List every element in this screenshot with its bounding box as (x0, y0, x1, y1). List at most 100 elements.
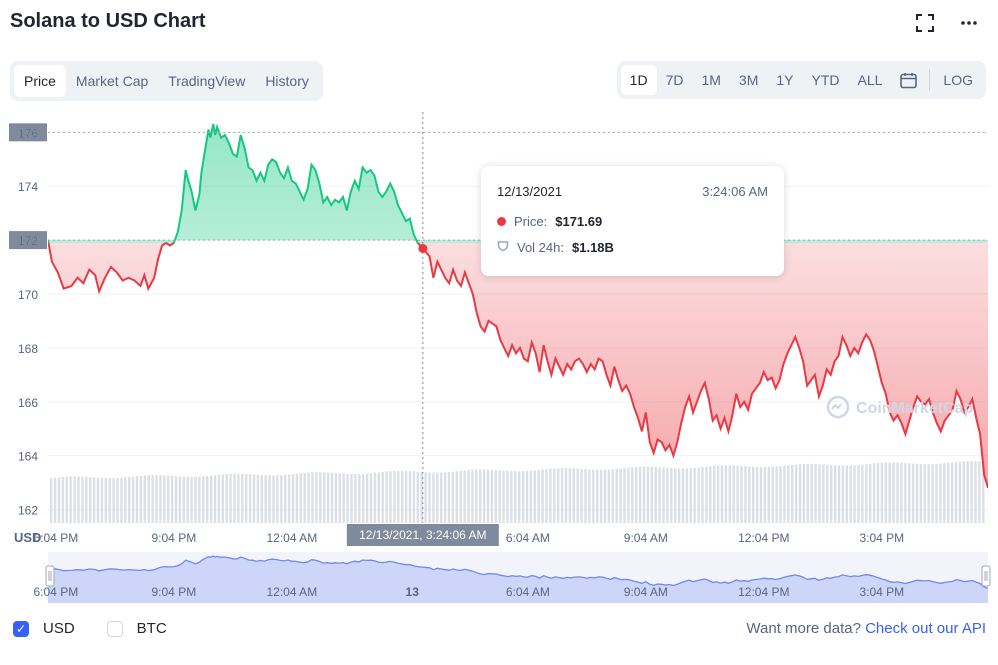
log-toggle[interactable]: LOG (943, 72, 973, 88)
fullscreen-icon[interactable] (916, 14, 934, 38)
y-tick-label: 168 (18, 342, 38, 356)
tab-price[interactable]: Price (14, 65, 66, 97)
volume-bar (576, 468, 579, 523)
volume-bar (533, 470, 536, 523)
tab-market-cap[interactable]: Market Cap (75, 73, 149, 89)
volume-bar (674, 468, 677, 523)
volume-bar (213, 475, 217, 523)
volume-bar (245, 473, 248, 523)
volume-bar (498, 470, 501, 523)
volume-bar (689, 468, 692, 523)
x-tick-label: 6:04 PM (34, 531, 79, 545)
volume-bar (693, 467, 696, 523)
volume-bar (506, 470, 509, 523)
volume-bar (342, 473, 345, 523)
volume-bar (471, 469, 474, 523)
range-1m[interactable]: 1M (701, 72, 721, 88)
volume-bar (108, 478, 111, 523)
volume-bar (962, 461, 965, 523)
volume-bar (798, 464, 802, 523)
volume-bar (510, 471, 513, 523)
tab-history[interactable]: History (265, 73, 309, 89)
watermark-text: CoinMarketCap (856, 400, 974, 417)
volume-bar (681, 468, 685, 523)
volume-bar (950, 462, 954, 523)
volume-bar (89, 477, 92, 523)
tooltip-vol-row: Vol 24h: $1.18B (497, 240, 614, 255)
volume-bar (233, 473, 236, 523)
volume-bar (194, 476, 197, 523)
coinmarketcap-watermark: CoinMarketCap (826, 395, 974, 419)
volume-bar (217, 474, 221, 523)
tab-tradingview[interactable]: TradingView (168, 73, 246, 89)
volume-bar (923, 464, 926, 523)
range-1d[interactable]: 1D (620, 65, 657, 95)
volume-bar (833, 465, 837, 523)
volume-bar (116, 477, 119, 523)
volume-bar (81, 476, 84, 523)
range-3m[interactable]: 3M (738, 72, 759, 88)
volume-bar (826, 464, 829, 523)
volume-bar (970, 461, 973, 523)
volume-bar (365, 473, 369, 523)
volume-bar (229, 473, 232, 523)
volume-bar (787, 465, 790, 523)
y-tick-label: 162 (18, 504, 38, 518)
navigator[interactable]: 6:04 PM 9:04 PM 12:04 AM 13 6:04 AM 9:04 AM 12… (34, 552, 991, 603)
range-ytd[interactable]: YTD (811, 72, 840, 88)
volume-bar (280, 475, 283, 523)
volume-bar (810, 463, 813, 523)
volume-bar (876, 463, 880, 523)
calendar-icon[interactable] (891, 72, 925, 89)
volume-bar (174, 476, 178, 523)
volume-bar (779, 466, 782, 523)
api-link[interactable]: Check out our API (865, 620, 986, 637)
range-7d[interactable]: 7D (665, 72, 684, 88)
volume-bar (635, 466, 638, 523)
volume-bar (178, 476, 182, 523)
volume-bar (615, 468, 618, 523)
usd-checkbox[interactable]: ✓ (13, 620, 29, 637)
range-1y[interactable]: 1Y (776, 72, 794, 88)
volume-bar (564, 468, 568, 523)
volume-bar (525, 470, 529, 523)
navigator-background (48, 552, 988, 603)
tooltip-price-value: $171.69 (555, 214, 603, 229)
x-tick-label: 3:04 PM (859, 531, 904, 545)
volume-bar (748, 466, 751, 523)
volume-bar (319, 472, 322, 523)
volume-bar (412, 471, 416, 523)
volume-bar (716, 465, 720, 523)
volume-bar (880, 462, 884, 523)
navigator-handle (45, 565, 55, 587)
volume-bar (592, 469, 595, 523)
range-separator (929, 69, 931, 91)
more-icon[interactable] (960, 14, 978, 38)
volume-bar (85, 476, 88, 523)
volume-bar (701, 467, 704, 523)
volume-bar (904, 463, 907, 523)
volume-bar (580, 468, 583, 523)
volume-bar (888, 462, 891, 523)
volume-bar (155, 475, 158, 523)
volume-bar (206, 475, 209, 523)
usd-label: USD (43, 620, 75, 637)
navigator-area (48, 556, 988, 603)
price-dot-icon (497, 217, 506, 226)
volume-bar (900, 462, 903, 523)
volume-bar (463, 470, 466, 523)
volume-bar (572, 468, 575, 523)
volume-bar (443, 472, 447, 523)
tooltip-vol-label: Vol 24h: (517, 240, 564, 255)
x-tick-label: 12:04 AM (266, 531, 317, 545)
btc-checkbox[interactable] (106, 620, 123, 637)
volume-bar (65, 476, 68, 523)
y-highlight-box (9, 231, 47, 250)
range-all[interactable]: ALL (857, 72, 883, 88)
volume-bar (911, 463, 915, 523)
volume-bar (482, 469, 486, 523)
volume-bar (369, 473, 373, 523)
volume-bar (783, 465, 786, 523)
volume-bar (494, 469, 497, 523)
chart-tabs: Price Market Cap TradingView History (10, 61, 323, 101)
